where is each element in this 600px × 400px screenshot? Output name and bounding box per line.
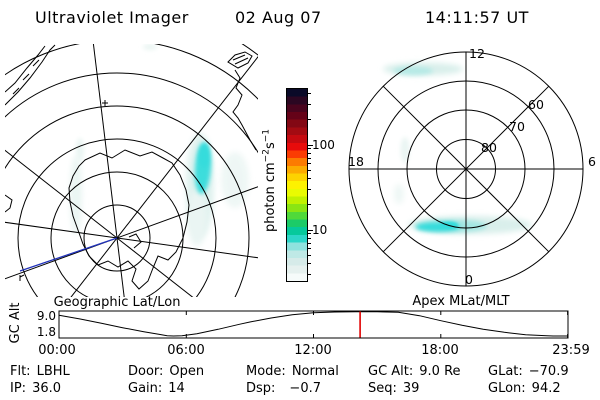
ytick-1-8: 1.8 bbox=[36, 325, 56, 339]
colorbar-tick-100: 100 bbox=[312, 138, 335, 152]
colorbar-tick-10: 10 bbox=[312, 223, 328, 237]
south-america-coastline bbox=[5, 44, 56, 106]
date-label: 02 Aug 07 bbox=[235, 8, 322, 27]
satellite-track-line bbox=[19, 237, 118, 272]
status-ip: IP: 36.0 bbox=[10, 381, 62, 396]
status-mode: Mode: Normal bbox=[246, 364, 339, 379]
right-plot-caption: Apex MLat/MLT bbox=[412, 294, 510, 309]
mlat-label-70: 70 bbox=[509, 119, 525, 134]
status-seq: Seq: 39 bbox=[368, 381, 420, 396]
left-plot-caption: Geographic Lat/Lon bbox=[53, 295, 181, 310]
mlat-label-60: 60 bbox=[528, 97, 544, 112]
mlat-label-80: 80 bbox=[481, 140, 497, 155]
africa-coastline bbox=[227, 51, 257, 151]
island-fragment bbox=[5, 100, 108, 281]
status-dsp: Dsp: −0.7 bbox=[246, 381, 321, 396]
mlt-label-12: 12 bbox=[469, 46, 485, 61]
mlt-label-0: 0 bbox=[465, 272, 473, 287]
status-glon: GLon: 94.2 bbox=[488, 381, 561, 396]
xtick-0000: 00:00 bbox=[38, 343, 76, 358]
apex-polar-plot: 12 18 6 0 80 70 60 bbox=[348, 46, 596, 287]
intensity-colorbar bbox=[286, 88, 308, 282]
strip-chart-frame bbox=[58, 310, 569, 339]
xtick-1800: 18:00 bbox=[421, 343, 459, 358]
geographic-polar-plot bbox=[5, 44, 258, 297]
orbit-altitude-strip-chart bbox=[58, 310, 569, 339]
status-gc-alt: GC Alt: 9.0 Re bbox=[368, 364, 461, 379]
mlt-label-6: 6 bbox=[588, 154, 596, 169]
status-flt: Flt: LBHL bbox=[10, 364, 70, 379]
meridian-lines bbox=[5, 44, 258, 297]
time-label: 14:11:57 UT bbox=[425, 8, 529, 27]
status-glat: GLat: −70.9 bbox=[488, 364, 569, 379]
status-door: Door: Open bbox=[128, 364, 205, 379]
xtick-2359: 23:59 bbox=[552, 343, 590, 358]
ytick-9: 9.0 bbox=[36, 309, 56, 323]
gc-alt-curve bbox=[58, 311, 568, 337]
colorbar-unit-label: photon cm−2s−1 bbox=[261, 128, 278, 233]
xtick-0600: 06:00 bbox=[167, 343, 205, 358]
mlt-spokes bbox=[349, 52, 583, 286]
strip-chart-axis-ticks bbox=[58, 311, 569, 338]
antarctica-coastline bbox=[68, 149, 190, 290]
status-gain: Gain: 14 bbox=[128, 381, 185, 396]
latitude-circles bbox=[5, 44, 258, 297]
xtick-1200: 12:00 bbox=[294, 343, 332, 358]
app-title: Ultraviolet Imager bbox=[35, 8, 189, 27]
strip-chart-ylabel: GC Alt bbox=[8, 302, 23, 344]
mlt-label-18: 18 bbox=[348, 154, 364, 169]
